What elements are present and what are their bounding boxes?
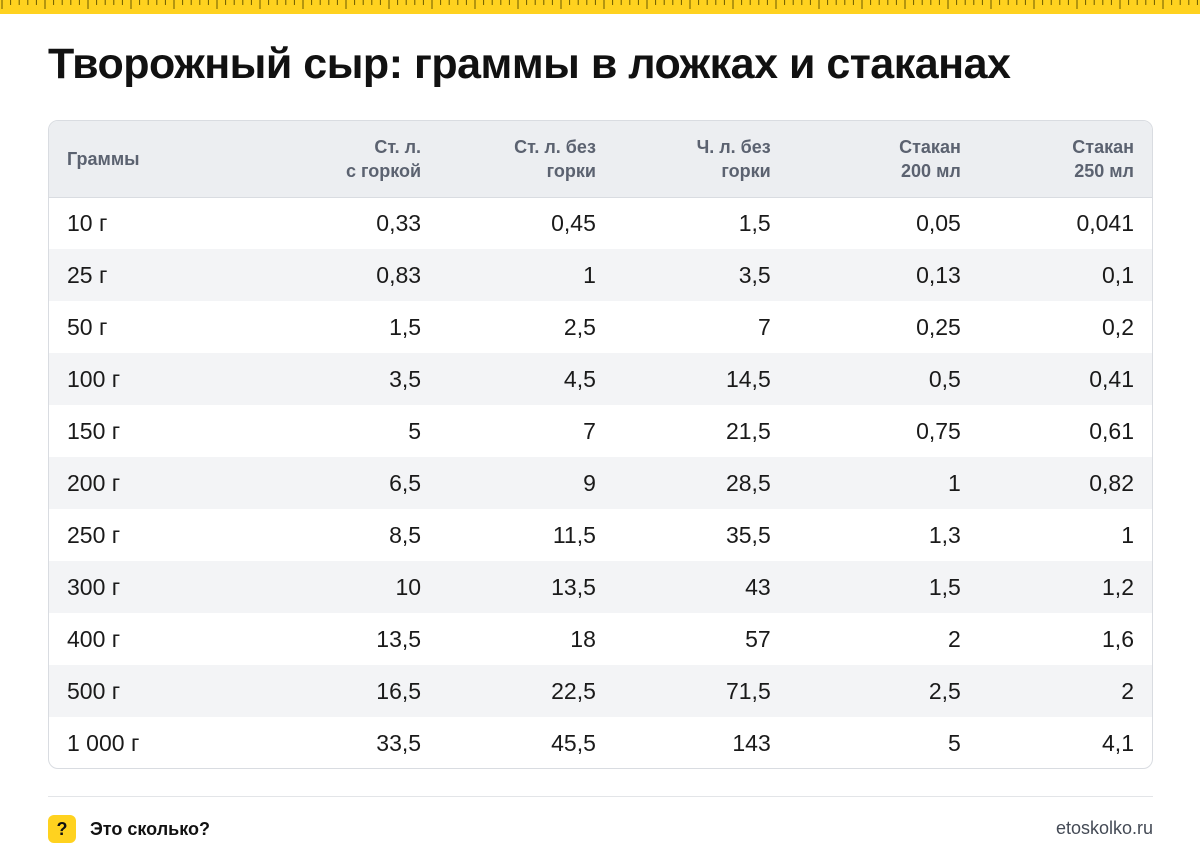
table-cell: 18	[570, 625, 596, 652]
site-url: etoskolko.ru	[1055, 818, 1153, 838]
table-cell: 7	[583, 417, 596, 444]
table-cell: 3,5	[738, 261, 771, 288]
table-cell: 0,75	[916, 417, 961, 444]
cell-grams: 10 г	[67, 209, 108, 236]
header-glass-250: Стакан 250 мл	[960, 121, 1152, 198]
table-cell: 1,5	[738, 209, 771, 236]
table-cell: 3,5	[389, 365, 422, 392]
table-row: 10 г 0,33 0,45 1,5 0,05 0,041	[49, 197, 1152, 249]
page-title: Творожный сыр: граммы в ложках и стакана…	[48, 40, 1011, 88]
table-row: 200 г 6,5 9 28,5 1 0,82	[49, 457, 1152, 509]
table-cell: 0,1	[1102, 261, 1134, 288]
table-cell: 0,41	[1089, 365, 1134, 392]
cell-grams: 400 г	[67, 625, 121, 652]
table-cell: 21,5	[725, 417, 771, 444]
table-row: 250 г 8,5 11,5 35,5 1,3 1	[49, 509, 1152, 561]
cell-grams: 250 г	[67, 521, 121, 548]
table-cell: 0,25	[916, 313, 961, 340]
table-cell: 2,5	[563, 313, 596, 340]
table-cell: 1,6	[1102, 625, 1134, 652]
table-cell: 5	[948, 729, 961, 756]
header-glass-200: Стакан 200 мл	[770, 121, 961, 198]
ruler-strip	[0, 0, 1200, 14]
table-cell: 6,5	[389, 469, 422, 496]
table-cell: 16,5	[376, 677, 422, 704]
table-cell: 45,5	[551, 729, 596, 756]
cell-grams: 200 г	[67, 469, 121, 496]
cell-grams: 500 г	[67, 677, 121, 704]
cell-grams: 100 г	[67, 365, 121, 392]
table-cell: 1,5	[389, 313, 422, 340]
table-cell: 0,2	[1102, 313, 1134, 340]
table-cell: 4,1	[1102, 729, 1134, 756]
table-row: 1 000 г 33,5 45,5 143 5 4,1	[49, 717, 1152, 768]
table-cell: 28,5	[725, 469, 771, 496]
table-row: 25 г 0,83 1 3,5 0,13 0,1	[49, 249, 1152, 301]
table-cell: 35,5	[725, 521, 771, 548]
brand-name: Это сколько?	[90, 818, 210, 839]
table-cell: 10	[395, 573, 422, 600]
table-cell: 0,5	[928, 365, 961, 392]
conversion-table: Граммы Ст. л. с горкой Ст. л. без горки Ч.…	[48, 120, 1153, 769]
cell-grams: 300 г	[67, 573, 121, 600]
table-cell: 0,61	[1089, 417, 1134, 444]
header-tsp-level: Ч. л. без горки	[595, 121, 771, 198]
table-cell: 0,33	[376, 209, 422, 236]
table-cell: 0,13	[916, 261, 961, 288]
table-cell: 4,5	[563, 365, 596, 392]
cell-grams: 150 г	[67, 417, 121, 444]
header-tbsp-level: Ст. л. без горки	[421, 121, 596, 198]
ruler-ticks-icon	[1, 0, 1198, 9]
table-cell: 8,5	[389, 521, 422, 548]
cell-grams: 1 000 г	[67, 729, 140, 756]
table-cell: 22,5	[551, 677, 596, 704]
table-cell: 1	[583, 261, 596, 288]
table-row: 150 г 5 7 21,5 0,75 0,61	[49, 405, 1152, 457]
table-cell: 5	[408, 417, 422, 444]
cell-grams: 50 г	[67, 313, 108, 340]
table-cell: 2	[948, 625, 961, 652]
table-cell: 9	[583, 469, 596, 496]
footer-divider	[48, 796, 1153, 797]
table-row: 300 г 10 13,5 43 1,5 1,2	[49, 561, 1152, 613]
table-cell: 57	[745, 625, 771, 652]
table-cell: 1,3	[928, 521, 961, 548]
table-cell: 0,45	[551, 209, 596, 236]
table-cell: 14,5	[725, 365, 771, 392]
table-cell: 0,041	[1076, 209, 1134, 236]
table-row: 50 г 1,5 2,5 7 0,25 0,2	[49, 301, 1152, 353]
table-cell: 71,5	[725, 677, 771, 704]
table-cell: 0,05	[916, 209, 961, 236]
table-cell: 11,5	[552, 521, 596, 548]
header-grams: Граммы	[49, 121, 259, 198]
table-cell: 0,83	[376, 261, 422, 288]
table-cell: 1,5	[928, 573, 961, 600]
table-cell: 13,5	[551, 573, 596, 600]
table-cell: 1	[948, 469, 961, 496]
table-cell: 2,5	[928, 677, 961, 704]
cell-grams: 25 г	[67, 261, 108, 288]
table-cell: 2	[1121, 677, 1134, 704]
table-cell: 7	[757, 313, 771, 340]
table-cell: 43	[745, 573, 771, 600]
table-cell: 143	[732, 729, 771, 756]
table-cell: 1,2	[1102, 573, 1134, 600]
table-cell: 0,82	[1089, 469, 1134, 496]
question-mark-icon: ?	[48, 815, 76, 843]
header-tbsp-heaped: Ст. л. с горкой	[258, 121, 422, 198]
table-header-row: Граммы Ст. л. с горкой Ст. л. без горки Ч.…	[49, 121, 1152, 198]
table-row: 500 г 16,5 22,5 71,5 2,5 2	[49, 665, 1152, 717]
table-cell: 13,5	[376, 625, 422, 652]
table-row: 100 г 3,5 4,5 14,5 0,5 0,41	[49, 353, 1152, 405]
table-cell: 33,5	[376, 729, 422, 756]
table-cell: 1	[1121, 521, 1134, 548]
footer-brand: ? Это сколько?	[48, 815, 210, 843]
table-row: 400 г 13,5 18 57 2 1,6	[49, 613, 1152, 665]
